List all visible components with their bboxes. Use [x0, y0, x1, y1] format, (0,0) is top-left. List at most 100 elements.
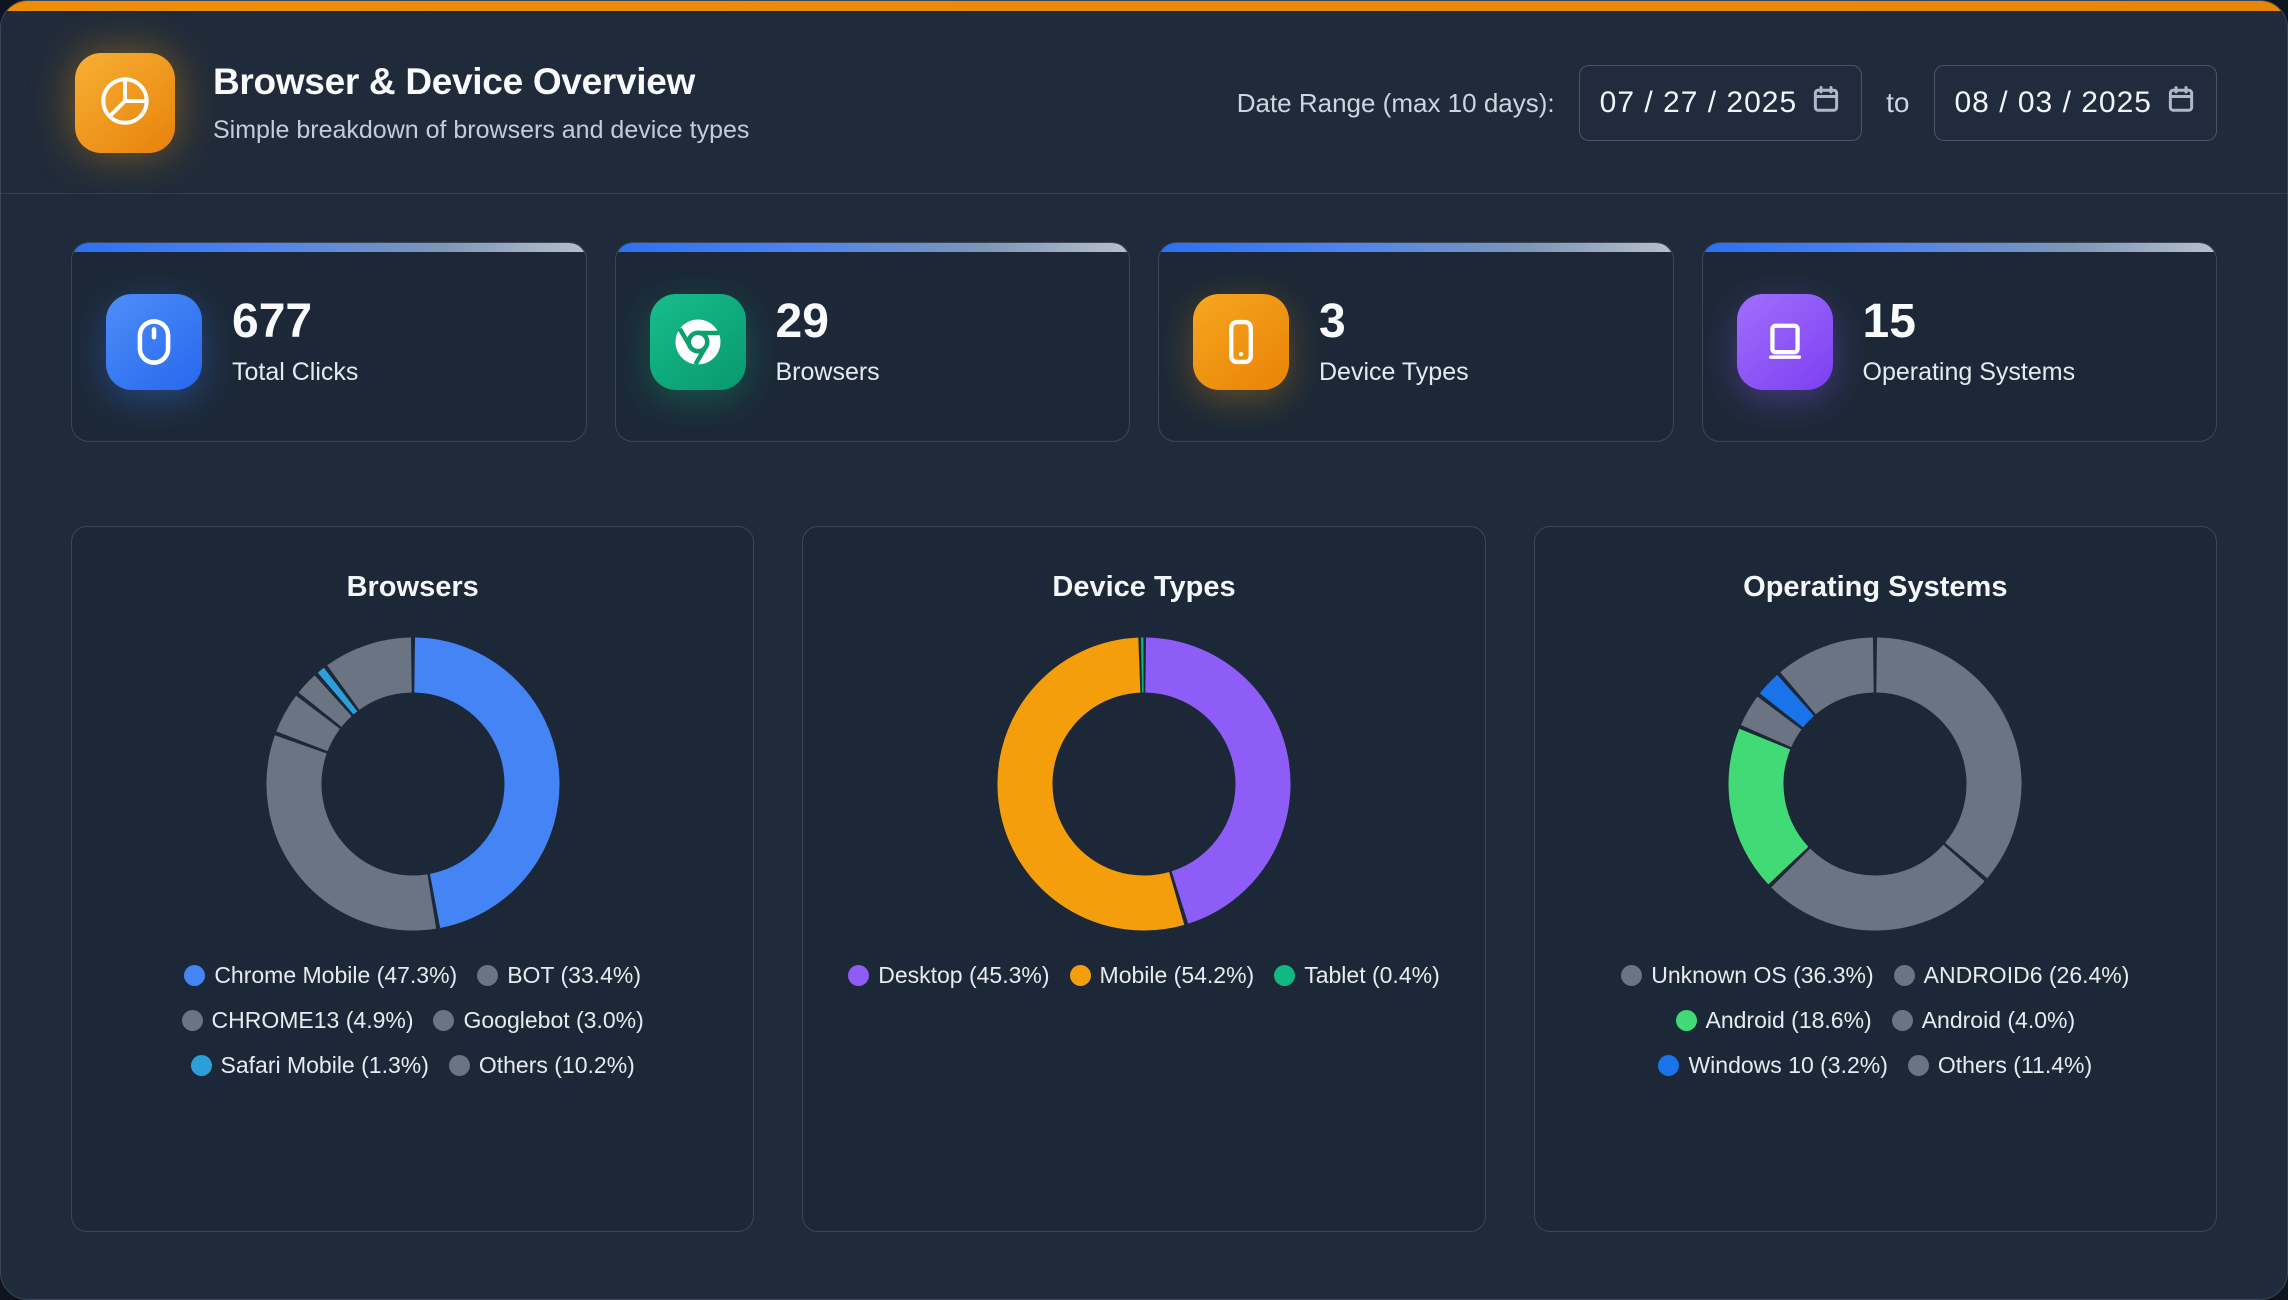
- donut-slice-chrome13[interactable]: [275, 695, 341, 753]
- stat-text: 15 Operating Systems: [1862, 294, 2076, 387]
- stat-label: Device Types: [1319, 357, 1469, 386]
- legend-item-android: Android (4.0%): [1891, 1007, 2076, 1034]
- legend-label: Others (10.2%): [478, 1052, 635, 1078]
- legend-color-dot: [448, 1055, 470, 1076]
- legend-item-others: Others (11.4%): [1907, 1052, 2093, 1079]
- chart-title: Browsers: [346, 571, 479, 603]
- start-date-input[interactable]: 07 / 27 / 2025: [1578, 65, 1863, 141]
- date-range-separator: to: [1886, 87, 1910, 118]
- legend-item-mobile: Mobile (54.2%): [1069, 962, 1255, 989]
- end-date-value: 08 / 03 / 2025: [1954, 86, 2152, 119]
- legend-color-dot: [1658, 1055, 1680, 1076]
- legend-label: Mobile (54.2%): [1099, 962, 1255, 988]
- legend-item-googlebot: Googlebot (3.0%): [433, 1007, 644, 1034]
- donut-slice-googlebot[interactable]: [298, 675, 352, 728]
- end-date-input[interactable]: 08 / 03 / 2025: [1933, 65, 2217, 141]
- legend-label: Android (18.6%): [1705, 1007, 1872, 1033]
- donut-chart-operating-systems: [1535, 634, 2216, 934]
- date-range-controls: Date Range (max 10 days): 07 / 27 / 2025…: [1237, 65, 2217, 141]
- chrome-browser-icon: [649, 294, 746, 390]
- stat-card-device-types: 3 Device Types: [1158, 242, 1674, 442]
- stat-label: Operating Systems: [1862, 357, 2076, 386]
- chart-card-device-types: Device Types Desktop (45.3%) Mobile (54.2…: [802, 526, 1486, 1232]
- legend-item-safari-mobile: Safari Mobile (1.3%): [190, 1052, 429, 1079]
- donut-slice-android[interactable]: [1741, 696, 1803, 748]
- donut-slice-chrome-mobile[interactable]: [413, 637, 560, 928]
- stat-text: 677 Total Clicks: [232, 297, 359, 387]
- chart-card-operating-systems: Operating Systems Unknown OS (36.3%) ANDR…: [1533, 526, 2217, 1232]
- pie-chart-icon: [97, 73, 153, 134]
- legend-label: Others (11.4%): [1937, 1052, 2093, 1078]
- legend-color-dot: [190, 1055, 212, 1076]
- date-range-label: Date Range (max 10 days):: [1236, 87, 1555, 118]
- chart-title: Operating Systems: [1743, 571, 2008, 603]
- page-title: Browser & Device Overview: [213, 61, 695, 102]
- legend-label: Desktop (45.3%): [878, 962, 1050, 988]
- legend-item-windows-10: Windows 10 (3.2%): [1658, 1052, 1888, 1079]
- legend-color-dot: [433, 1010, 455, 1031]
- chart-legend: Chrome Mobile (47.3%) BOT (33.4%) CHROME13…: [103, 962, 723, 1079]
- legend-label: Googlebot (3.0%): [463, 1007, 644, 1033]
- donut-slice-android[interactable]: [1728, 728, 1810, 885]
- legend-label: ANDROID6 (26.4%): [1923, 962, 2130, 988]
- legend-item-unknown-os: Unknown OS (36.3%): [1621, 962, 1874, 989]
- legend-color-dot: [184, 965, 206, 986]
- donut-slice-mobile[interactable]: [997, 637, 1185, 931]
- donut-chart-device-types: [803, 634, 1484, 934]
- chart-card-browsers: Browsers Chrome Mobile (47.3%) BOT (33.4%…: [71, 526, 755, 1232]
- donut-slice-windows-10[interactable]: [1760, 674, 1815, 728]
- chart-title: Device Types: [1052, 571, 1236, 603]
- legend-item-android6: ANDROID6 (26.4%): [1893, 962, 2130, 989]
- legend-color-dot: [848, 965, 870, 986]
- legend-label: BOT (33.4%): [507, 962, 641, 988]
- legend-item-chrome-mobile: Chrome Mobile (47.3%): [184, 962, 457, 989]
- donut-slice-android6[interactable]: [1771, 844, 1985, 931]
- legend-label: CHROME13 (4.9%): [211, 1007, 414, 1033]
- legend-label: Windows 10 (3.2%): [1688, 1052, 1888, 1078]
- stat-card-topbar: [72, 243, 586, 252]
- calendar-icon[interactable]: [1811, 84, 1841, 122]
- legend-color-dot: [1891, 1010, 1913, 1031]
- app-logo: [75, 53, 175, 153]
- page-subtitle: Simple breakdown of browsers and device …: [213, 116, 750, 144]
- donut-slice-others[interactable]: [326, 637, 413, 711]
- smartphone-icon: [1193, 294, 1289, 390]
- stat-card-topbar: [615, 243, 1129, 252]
- stat-card-browsers: 29 Browsers: [614, 242, 1130, 442]
- legend-label: Safari Mobile (1.3%): [220, 1052, 429, 1078]
- legend-color-dot: [1893, 965, 1915, 986]
- legend-item-others: Others (10.2%): [448, 1052, 635, 1079]
- chart-legend: Desktop (45.3%) Mobile (54.2%) Tablet (0.4…: [834, 962, 1454, 989]
- legend-item-tablet: Tablet (0.4%): [1274, 962, 1440, 989]
- top-accent-bar: [1, 1, 2287, 11]
- stat-card-operating-systems: 15 Operating Systems: [1701, 242, 2217, 442]
- stat-card-topbar: [1159, 243, 1673, 252]
- donut-slice-others[interactable]: [1780, 637, 1875, 715]
- legend-label: Android (4.0%): [1921, 1007, 2076, 1033]
- legend-label: Unknown OS (36.3%): [1651, 962, 1874, 988]
- stat-card-topbar: [1702, 243, 2216, 252]
- legend-item-bot: BOT (33.4%): [477, 962, 641, 989]
- stat-value: 29: [775, 294, 829, 348]
- legend-color-dot: [1675, 1010, 1697, 1031]
- chart-legend: Unknown OS (36.3%) ANDROID6 (26.4%) Androi…: [1565, 962, 2185, 1079]
- stats-row: 677 Total Clicks 29 Browser: [71, 242, 2217, 442]
- legend-color-dot: [181, 1010, 203, 1031]
- mouse-icon: [106, 294, 202, 390]
- header: Browser & Device Overview Simple breakdo…: [1, 1, 2287, 194]
- donut-slice-bot[interactable]: [266, 735, 436, 931]
- stat-value: 15: [1862, 294, 1916, 348]
- charts-row: Browsers Chrome Mobile (47.3%) BOT (33.4%…: [71, 526, 2217, 1232]
- legend-item-chrome13: CHROME13 (4.9%): [181, 1007, 414, 1034]
- calendar-icon[interactable]: [2166, 84, 2196, 122]
- stat-label: Browsers: [775, 357, 880, 386]
- donut-slice-desktop[interactable]: [1144, 637, 1291, 924]
- donut-slice-unknown-os[interactable]: [1875, 637, 2022, 879]
- laptop-icon: [1736, 294, 1833, 390]
- donut-slice-safari-mobile[interactable]: [317, 667, 358, 715]
- stat-card-total-clicks: 677 Total Clicks: [71, 242, 587, 442]
- stat-label: Total Clicks: [232, 357, 359, 386]
- legend-color-dot: [1907, 1055, 1929, 1076]
- start-date-value: 07 / 27 / 2025: [1599, 86, 1798, 119]
